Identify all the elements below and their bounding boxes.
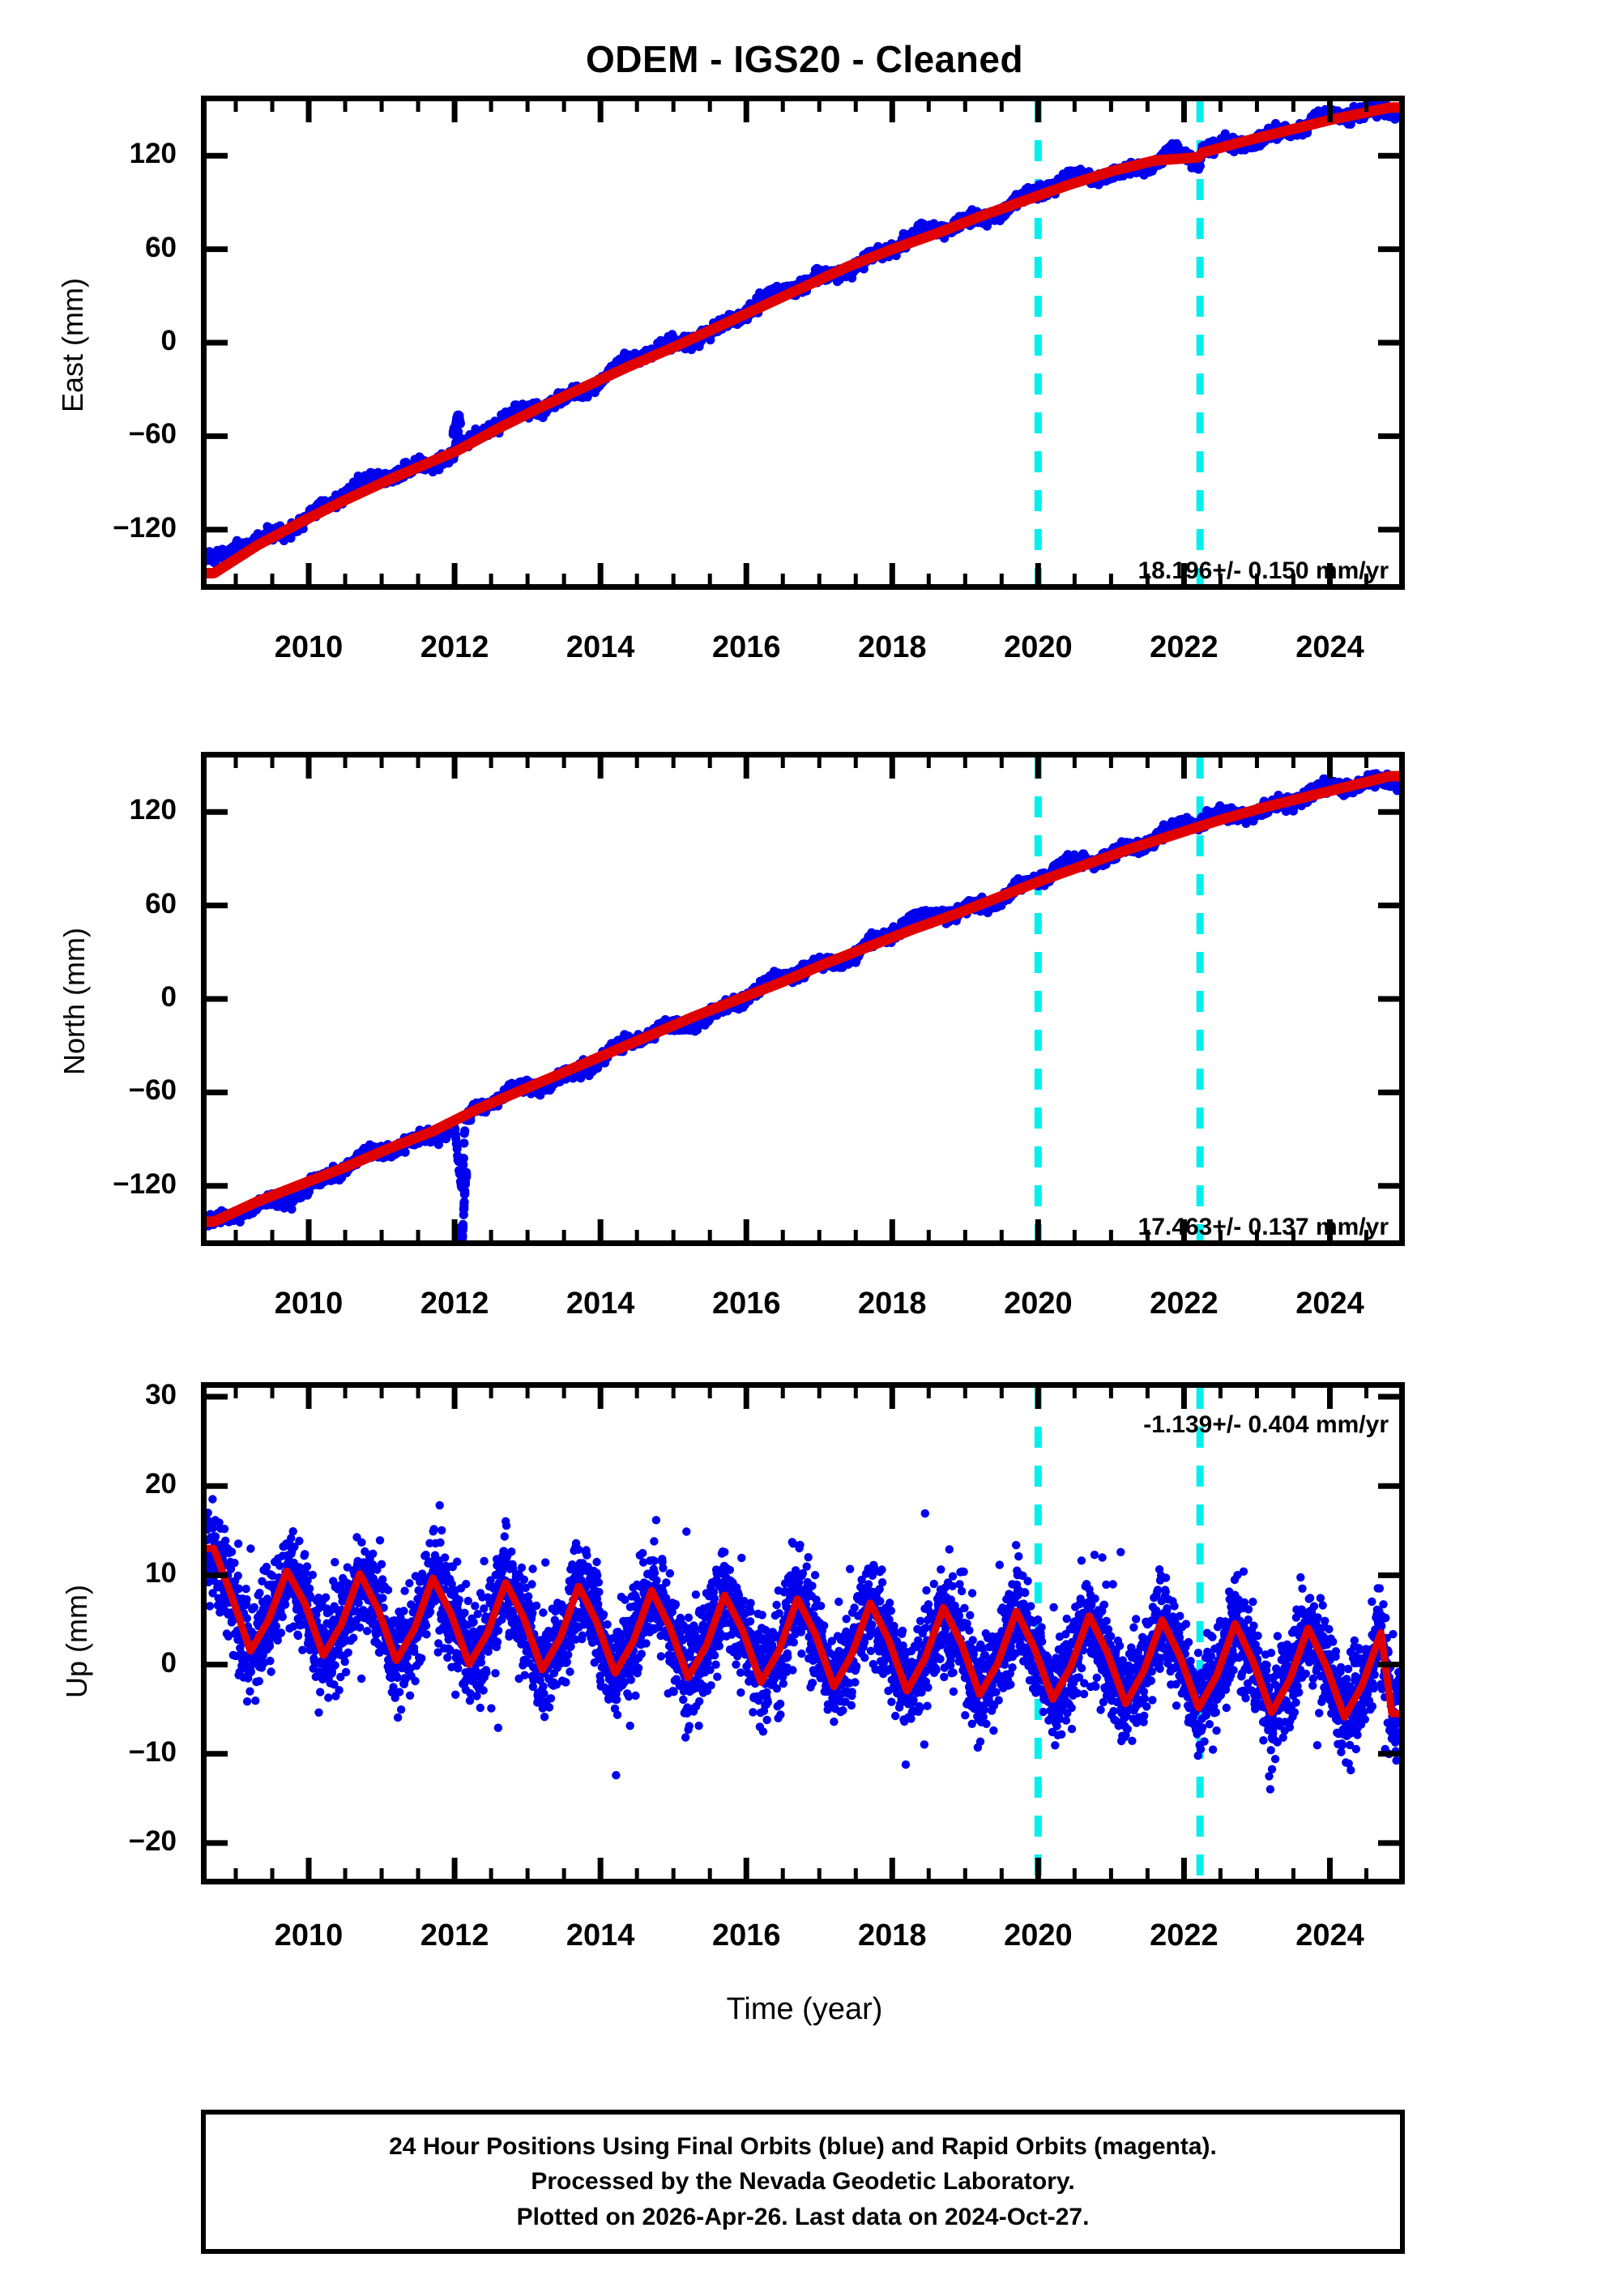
x-tick-label: 2016	[711, 1918, 781, 1952]
y-tick-label: −60	[128, 1074, 177, 1107]
page-title: ODEM - IGS20 - Cleaned	[585, 38, 1024, 80]
x-tick-label: 2016	[711, 1287, 781, 1321]
time-axis-label: Time (year)	[726, 1992, 883, 2026]
x-tick-label: 2022	[1150, 630, 1218, 664]
axes-frame	[201, 96, 1405, 590]
y-tick-label: 30	[145, 1379, 177, 1411]
caption-line-3: Plotted on 2026-Apr-26. Last data on 202…	[516, 2203, 1090, 2230]
x-tick-label: 2010	[274, 1918, 344, 1952]
x-tick-label: 2020	[1004, 630, 1073, 664]
axis-ticks	[207, 758, 1399, 1240]
axes-frame	[201, 752, 1405, 1246]
x-tick-label: 2018	[858, 1287, 927, 1321]
y-tick-label: 0	[160, 981, 177, 1013]
panel-east	[201, 96, 1405, 590]
y-tick-label: 120	[129, 138, 177, 170]
daily-position-points	[202, 1495, 1404, 1794]
panel-up	[201, 1382, 1405, 1884]
east-rate-label: 18.196+/- 0.150 mm/yr	[1137, 557, 1389, 584]
figure-caption-box: 24 Hour Positions Using Final Orbits (bl…	[201, 2110, 1405, 2254]
up-plot-area	[201, 1382, 1405, 1884]
y-tick-label: 60	[145, 887, 177, 920]
model-fit-line	[201, 102, 1405, 578]
east-plot-area	[201, 96, 1405, 590]
north-rate-label: 17.463+/- 0.137 mm/yr	[1137, 1214, 1389, 1240]
x-tick-label: 2018	[858, 1918, 927, 1952]
x-tick-label: 2010	[274, 630, 344, 664]
y-tick-label: −60	[128, 418, 177, 450]
y-tick-label: −20	[128, 1824, 177, 1857]
x-tick-label: 2012	[420, 1287, 489, 1321]
y-tick-label: 20	[145, 1468, 177, 1500]
daily-position-points	[202, 769, 1404, 1246]
x-tick-label: 2022	[1150, 1287, 1218, 1321]
y-tick-label: −10	[128, 1735, 177, 1768]
x-tick-label: 2010	[274, 1287, 344, 1321]
model-fit-line	[201, 770, 1405, 1227]
y-tick-label: 0	[160, 1646, 177, 1679]
axis-ticks	[207, 101, 1399, 584]
x-tick-label: 2024	[1295, 630, 1364, 664]
y-tick-label: −120	[113, 1167, 177, 1200]
caption-line-1: 24 Hour Positions Using Final Orbits (bl…	[389, 2132, 1217, 2160]
x-tick-label: 2012	[420, 630, 489, 664]
x-tick-label: 2024	[1295, 1918, 1364, 1952]
up-rate-label: -1.139+/- 0.404 mm/yr	[1143, 1411, 1389, 1438]
axes-frame	[201, 1382, 1405, 1884]
x-tick-label: 2014	[565, 1287, 635, 1321]
daily-position-points	[202, 99, 1404, 569]
x-tick-label: 2018	[858, 630, 927, 664]
panel-north	[201, 752, 1405, 1246]
north-plot-area	[201, 752, 1405, 1246]
x-tick-label: 2022	[1150, 1918, 1218, 1952]
x-tick-label: 2012	[420, 1918, 489, 1952]
caption-line-2: Processed by the Nevada Geodetic Laborat…	[531, 2168, 1075, 2196]
axis-ticks	[207, 1388, 1399, 1879]
y-tick-label: 60	[145, 231, 177, 263]
y-tick-label: −120	[113, 511, 177, 544]
x-tick-label: 2014	[565, 1918, 635, 1952]
x-tick-label: 2020	[1004, 1287, 1073, 1321]
x-tick-label: 2014	[565, 630, 635, 664]
y-tick-label: 120	[129, 794, 177, 826]
x-tick-label: 2024	[1295, 1287, 1364, 1321]
x-tick-label: 2020	[1004, 1918, 1073, 1952]
y-tick-label: 0	[160, 325, 177, 356]
model-fit-line	[203, 1544, 1403, 1721]
up-axis-label: Up (mm)	[60, 1585, 93, 1698]
y-tick-label: 10	[145, 1557, 177, 1590]
x-tick-label: 2016	[711, 630, 781, 664]
